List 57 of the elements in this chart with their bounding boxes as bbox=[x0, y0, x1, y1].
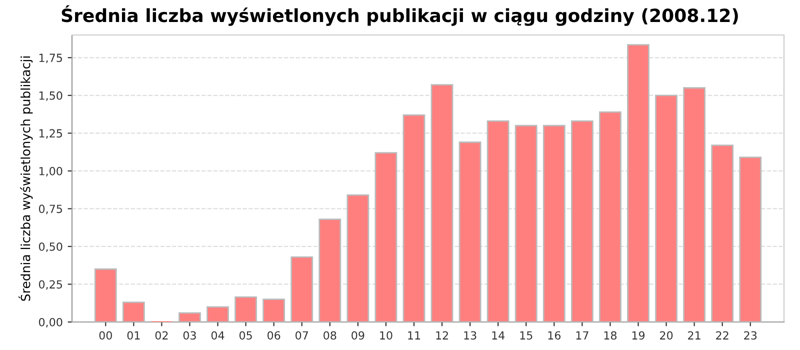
bar bbox=[627, 44, 650, 322]
bar bbox=[374, 152, 398, 322]
bar bbox=[318, 218, 342, 322]
x-tick-label: 12 bbox=[436, 331, 448, 340]
bar bbox=[430, 84, 454, 322]
x-tick-label: 01 bbox=[127, 331, 140, 340]
x-tick-label: 04 bbox=[211, 331, 224, 340]
x-tick-label: 17 bbox=[576, 331, 588, 340]
x-tick-label: 16 bbox=[548, 331, 561, 340]
bar bbox=[683, 87, 706, 322]
bar bbox=[234, 296, 257, 322]
x-tick-label: 10 bbox=[380, 331, 392, 340]
x-tick-label: 09 bbox=[352, 331, 364, 340]
bar bbox=[122, 302, 145, 322]
x-tick-label: 02 bbox=[155, 331, 168, 340]
x-tick-label: 14 bbox=[492, 331, 505, 340]
bar bbox=[486, 120, 510, 322]
bar bbox=[402, 114, 426, 322]
x-tick-label: 07 bbox=[296, 331, 308, 340]
bar bbox=[542, 124, 566, 322]
x-tick-label: 00 bbox=[99, 331, 112, 340]
y-axis-title: Średnia liczba wyświetlonych publikacji bbox=[18, 56, 33, 301]
bar bbox=[655, 94, 678, 322]
y-tick-label: 0,00 bbox=[38, 318, 62, 328]
y-tick-label: 1,50 bbox=[39, 91, 62, 101]
bar bbox=[458, 142, 482, 322]
y-tick-label: 1,75 bbox=[39, 54, 62, 64]
y-tick-label: 1,25 bbox=[39, 129, 62, 139]
x-tick-label: 20 bbox=[660, 331, 673, 340]
x-tick-label: 08 bbox=[324, 331, 336, 340]
x-tick-label: 15 bbox=[520, 331, 532, 340]
x-tick-label: 03 bbox=[183, 331, 196, 340]
bar bbox=[346, 194, 370, 322]
bar bbox=[290, 256, 314, 322]
x-tick-label: 23 bbox=[744, 331, 757, 340]
bar bbox=[711, 144, 734, 322]
x-tick-label: 21 bbox=[688, 331, 700, 340]
x-tick-label: 18 bbox=[604, 331, 617, 340]
x-tick-label: 22 bbox=[716, 331, 728, 340]
y-tick-label: 0,25 bbox=[38, 280, 62, 290]
x-tick-label: 11 bbox=[408, 331, 420, 340]
bar bbox=[739, 156, 762, 322]
bar bbox=[178, 312, 201, 322]
x-tick-label: 19 bbox=[632, 331, 645, 340]
bar bbox=[599, 111, 622, 322]
y-tick-label: 0,75 bbox=[38, 204, 62, 214]
y-tick-label: 0,50 bbox=[38, 242, 62, 252]
y-tick-label: 1,00 bbox=[39, 166, 62, 176]
chart-title: Średnia liczba wyświetlonych publikacji w ciągu godziny (2008.12) bbox=[62, 5, 738, 26]
x-tick-label: 13 bbox=[464, 331, 476, 340]
bar bbox=[94, 268, 117, 322]
bar bbox=[514, 124, 538, 322]
x-tick-label: 05 bbox=[239, 331, 252, 340]
x-tick-label: 06 bbox=[267, 331, 280, 340]
bar bbox=[206, 306, 229, 322]
bar bbox=[570, 120, 594, 322]
bar bbox=[262, 298, 286, 322]
